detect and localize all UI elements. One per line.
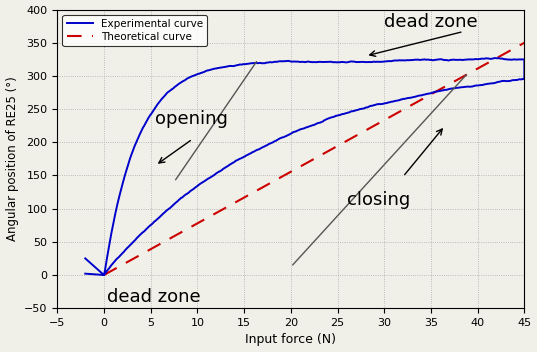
Line: Theoretical curve: Theoretical curve <box>104 43 525 275</box>
Experimental curve <box>133 139 140 144</box>
Theoretical curve <box>351 134 358 139</box>
Experimental curve <box>339 112 345 116</box>
Legend: Experimental curve, Theoretical curve: Experimental curve, Theoretical curve <box>62 15 207 46</box>
Experimental curve <box>492 56 498 60</box>
Y-axis label: Angular position of RE25 (°): Angular position of RE25 (°) <box>5 76 19 241</box>
Experimental curve <box>214 66 220 70</box>
Experimental curve <box>105 249 111 253</box>
Theoretical curve <box>487 59 494 64</box>
Text: dead zone: dead zone <box>107 288 200 306</box>
Text: opening: opening <box>155 110 228 128</box>
Theoretical curve <box>182 228 188 233</box>
Experimental curve <box>101 273 107 277</box>
Text: dead zone: dead zone <box>384 13 478 31</box>
Experimental curve <box>82 271 89 276</box>
Theoretical curve <box>521 40 528 45</box>
Theoretical curve <box>101 273 107 277</box>
Text: closing: closing <box>347 191 410 209</box>
Experimental curve <box>82 256 89 260</box>
X-axis label: Input force (N): Input force (N) <box>245 333 336 346</box>
Theoretical curve <box>198 219 205 223</box>
Line: Experimental curve: Experimental curve <box>85 58 525 275</box>
Experimental curve <box>201 180 207 184</box>
Theoretical curve <box>500 52 506 57</box>
Theoretical curve <box>317 153 324 157</box>
Experimental curve <box>383 101 389 105</box>
